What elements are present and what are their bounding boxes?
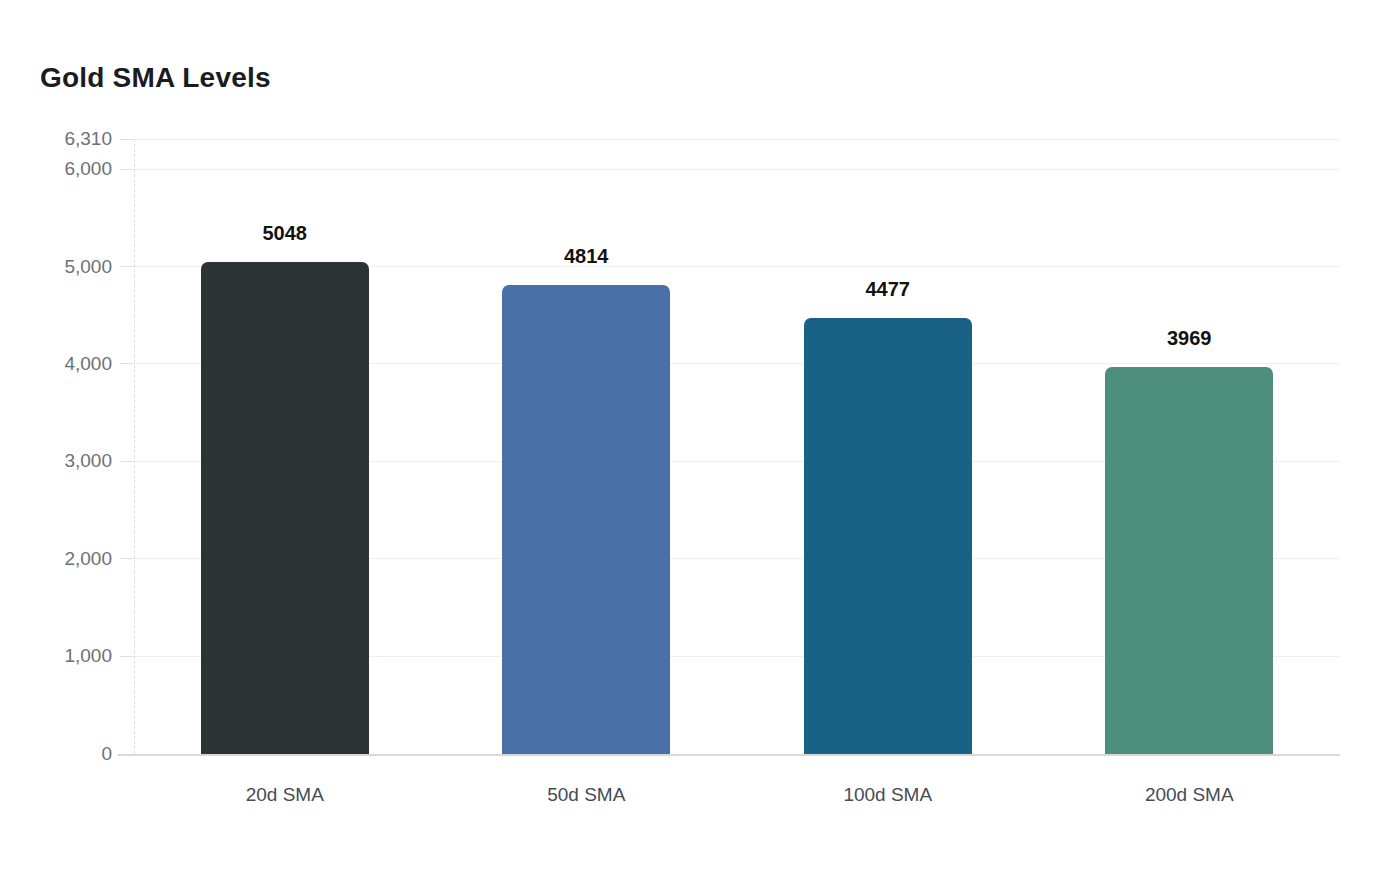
x-axis-tick-label: 200d SMA xyxy=(1039,784,1341,806)
bar-value-label: 5048 xyxy=(201,222,369,244)
bar-value-label: 4814 xyxy=(502,245,670,267)
y-gridline xyxy=(134,139,1340,140)
y-axis-tick-label: 2,000 xyxy=(28,548,112,570)
bar-value-label: 4477 xyxy=(804,278,972,300)
y-axis-tick-mark xyxy=(120,656,134,657)
bar[interactable] xyxy=(201,262,369,755)
chart-container: Gold SMA Levels 0 1,000 2,000 3,000 4,000 5,0… xyxy=(0,0,1400,880)
bar[interactable] xyxy=(502,285,670,755)
y-axis-tick-label: 3,000 xyxy=(28,450,112,472)
y-axis-tick-label: 1,000 xyxy=(28,645,112,667)
y-axis-tick-mark xyxy=(120,363,134,364)
y-axis-tick-mark xyxy=(120,169,134,170)
x-axis-tick-label: 50d SMA xyxy=(436,784,738,806)
x-axis-tick-label: 20d SMA xyxy=(134,784,436,806)
y-axis-tick-label: 4,000 xyxy=(28,353,112,375)
y-axis-tick-mark xyxy=(120,266,134,267)
y-axis-tick-label: 6,000 xyxy=(28,158,112,180)
bar[interactable] xyxy=(1105,367,1273,755)
y-axis-tick-mark xyxy=(120,558,134,559)
bar-value-label: 3969 xyxy=(1105,327,1273,349)
bar[interactable] xyxy=(804,318,972,755)
x-axis-tick-label: 100d SMA xyxy=(737,784,1039,806)
y-axis-line xyxy=(134,139,135,754)
y-axis-tick-mark xyxy=(120,461,134,462)
y-axis-tick-label: 5,000 xyxy=(28,256,112,278)
y-axis-tick-label: 0 xyxy=(28,743,112,765)
y-axis-tick-mark xyxy=(120,139,134,140)
chart-title: Gold SMA Levels xyxy=(40,62,271,94)
y-gridline xyxy=(134,169,1340,170)
y-axis-tick-label: 6,310 xyxy=(28,128,112,150)
